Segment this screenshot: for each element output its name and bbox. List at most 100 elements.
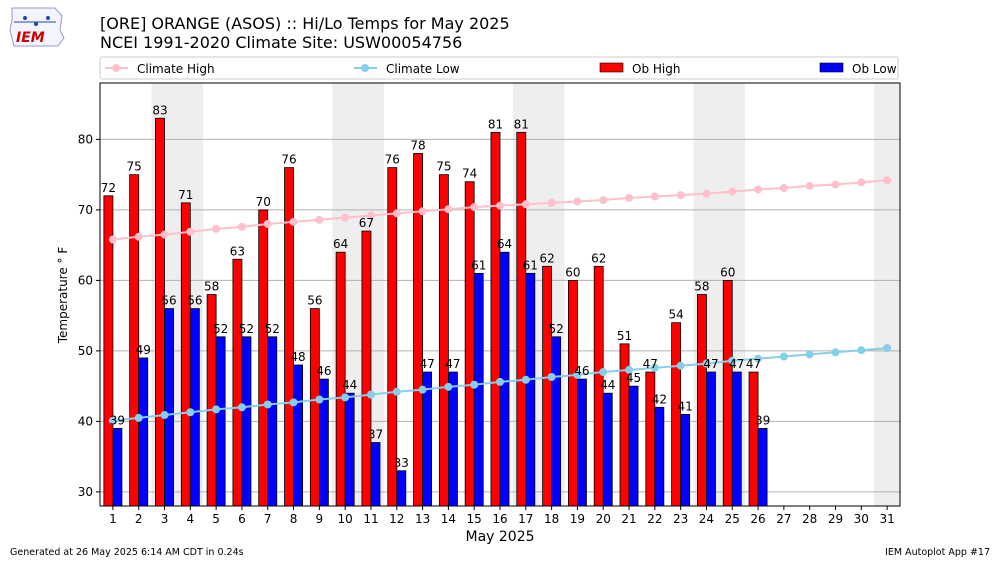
climate-low-point xyxy=(779,352,788,361)
climate-high-point xyxy=(650,192,659,201)
climate-low-point xyxy=(418,385,427,394)
ob-low-label: 47 xyxy=(729,357,744,371)
x-tick-label: 25 xyxy=(725,512,740,526)
ob-high-bar xyxy=(413,153,423,507)
climate-low-point xyxy=(134,413,143,422)
ob-low-label: 39 xyxy=(755,413,770,427)
ob-low-bar xyxy=(757,428,768,507)
ob-low-label: 45 xyxy=(626,371,641,385)
ob-high-label: 58 xyxy=(204,280,219,294)
ob-high-bar xyxy=(155,117,165,507)
climate-low-point xyxy=(108,416,117,425)
ob-low-label: 64 xyxy=(497,237,512,251)
x-tick-label: 21 xyxy=(621,512,636,526)
climate-low-point xyxy=(831,348,840,357)
legend-label-climate-low: Climate Low xyxy=(386,62,460,76)
ob-low-bar xyxy=(602,392,613,507)
x-tick-label: 16 xyxy=(492,512,507,526)
x-tick-label: 10 xyxy=(338,512,353,526)
x-tick-label: 23 xyxy=(673,512,688,526)
ob-high-label: 75 xyxy=(436,160,451,174)
climate-low-point xyxy=(496,377,504,386)
climate-high-point xyxy=(186,227,195,236)
ob-low-bar xyxy=(370,442,381,507)
y-tick-label: 70 xyxy=(78,203,93,217)
climate-low-point xyxy=(470,380,479,389)
x-tick-label: 1 xyxy=(109,512,117,526)
ob-high-label: 81 xyxy=(514,117,529,131)
climate-high-point xyxy=(779,184,788,193)
ob-low-bar xyxy=(241,336,252,507)
ob-low-label: 37 xyxy=(368,428,383,442)
climate-high-point xyxy=(728,187,737,196)
climate-low-point xyxy=(676,361,685,370)
ob-low-label: 47 xyxy=(419,357,434,371)
chart-subtitle: NCEI 1991-2020 Climate Site: USW00054756 xyxy=(100,33,463,52)
ob-high-label: 83 xyxy=(152,103,167,117)
ob-low-label: 44 xyxy=(342,378,357,392)
climate-high-point xyxy=(341,213,350,222)
x-tick-label: 11 xyxy=(363,512,378,526)
climate-high-point xyxy=(857,178,866,187)
ob-low-bar xyxy=(112,428,123,507)
ob-low-label: 61 xyxy=(523,258,538,272)
climate-high-point xyxy=(237,222,246,231)
x-tick-label: 13 xyxy=(415,512,430,526)
climate-high-point xyxy=(289,217,298,226)
climate-high-point xyxy=(805,181,814,190)
climate-high-point xyxy=(599,196,608,205)
ob-high-label: 47 xyxy=(746,357,761,371)
x-tick-label: 24 xyxy=(699,512,714,526)
ob-high-label: 81 xyxy=(488,117,503,131)
y-tick-label: 50 xyxy=(78,344,93,358)
ob-high-label: 47 xyxy=(643,357,658,371)
climate-high-point xyxy=(676,191,685,200)
ob-low-bar xyxy=(447,371,458,507)
climate-low-point xyxy=(883,344,892,353)
ob-high-label: 76 xyxy=(385,153,400,167)
ob-high-label: 74 xyxy=(462,167,477,181)
ob-low-bar xyxy=(473,272,484,507)
climate-low-point xyxy=(315,395,324,404)
ob-low-label: 56 xyxy=(187,294,202,308)
legend-label-ob-low: Ob Low xyxy=(852,62,897,76)
ob-low-label: 52 xyxy=(548,322,563,336)
climate-low-point xyxy=(728,356,737,365)
x-tick-label: 30 xyxy=(854,512,869,526)
climate-low-point xyxy=(599,368,608,377)
x-axis-label: May 2025 xyxy=(465,529,534,545)
ob-low-bar xyxy=(189,308,200,507)
ob-low-bar xyxy=(551,336,562,507)
footer-generated: Generated at 26 May 2025 6:14 AM CDT in … xyxy=(10,547,244,558)
ob-low-label: 47 xyxy=(445,357,460,371)
ob-low-label: 44 xyxy=(600,378,615,392)
climate-low-point xyxy=(212,405,221,414)
ob-high-bar xyxy=(567,279,578,507)
ob-high-bar xyxy=(438,174,449,507)
x-tick-label: 29 xyxy=(828,512,843,526)
climate-high-point xyxy=(160,230,169,239)
logo-text: IEM xyxy=(16,30,45,46)
x-tick-label: 8 xyxy=(290,512,298,526)
climate-low-point xyxy=(702,359,711,368)
x-tick-label: 27 xyxy=(776,512,791,526)
ob-low-bar xyxy=(215,336,226,507)
ob-low-bar xyxy=(525,272,536,507)
ob-high-label: 62 xyxy=(591,251,606,265)
climate-high-point xyxy=(212,224,221,233)
legend: Climate High Climate Low Ob High Ob Low xyxy=(99,56,899,80)
ob-high-label: 60 xyxy=(720,265,735,279)
ob-low-bar xyxy=(680,413,691,507)
climate-low-point xyxy=(160,411,169,420)
climate-low-point xyxy=(237,403,246,412)
climate-high-point xyxy=(134,232,143,241)
x-tick-label: 31 xyxy=(879,512,894,526)
ob-high-bar xyxy=(464,181,475,507)
chart-title: [ORE] ORANGE (ASOS) :: Hi/Lo Temps for M… xyxy=(100,14,510,33)
ob-high-bar xyxy=(748,371,759,507)
climate-low-point xyxy=(547,372,556,381)
y-tick-label: 80 xyxy=(78,132,93,146)
ob-high-label: 58 xyxy=(694,280,709,294)
footer-app: IEM Autoplot App #17 xyxy=(885,547,990,558)
